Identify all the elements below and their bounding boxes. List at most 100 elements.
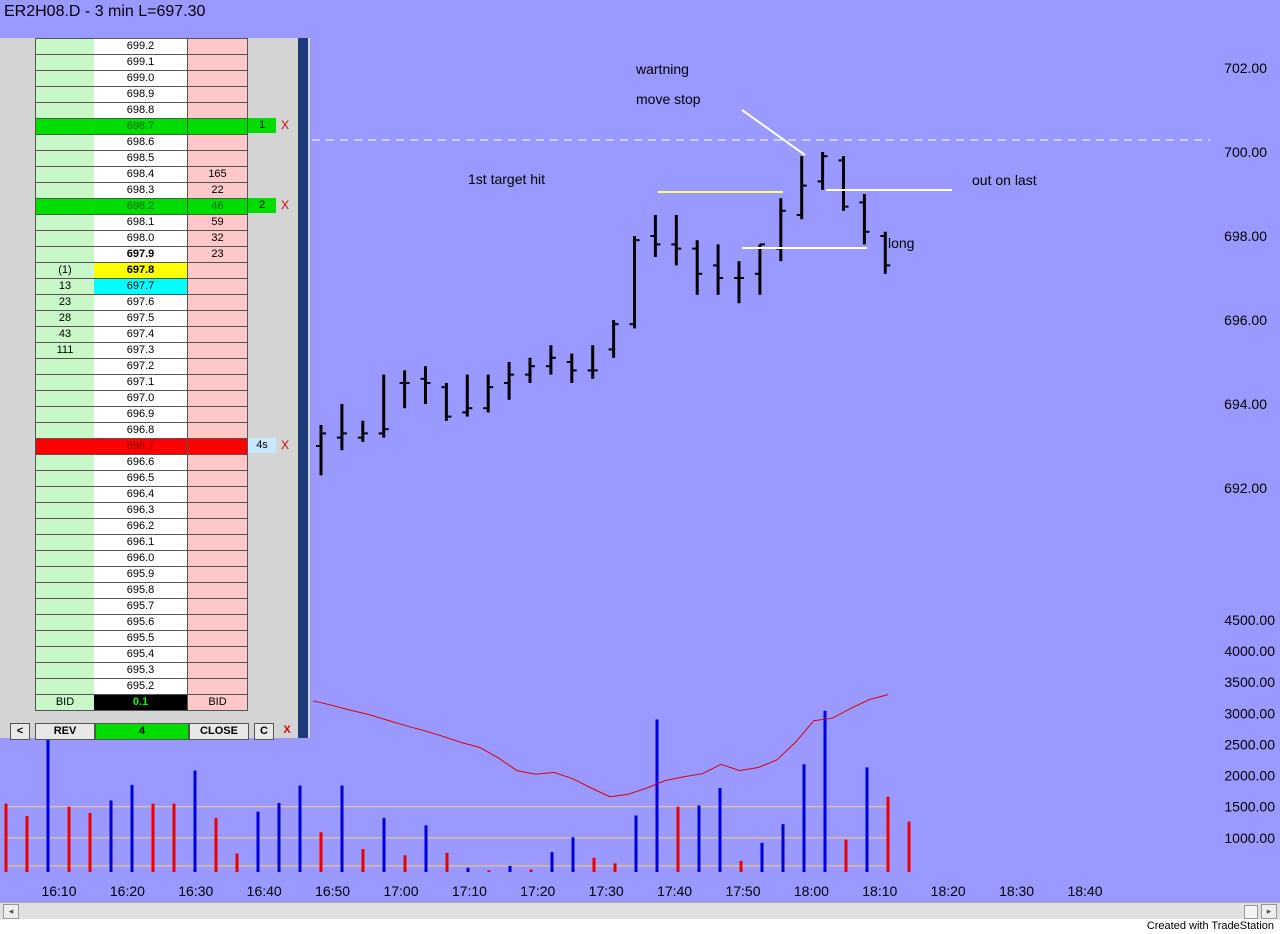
ask-size-cell[interactable] (188, 390, 248, 407)
price-cell[interactable]: 698.3 (94, 182, 188, 199)
bid-size-cell[interactable] (35, 502, 95, 519)
price-cell[interactable]: 695.9 (94, 566, 188, 583)
ask-size-cell[interactable] (188, 582, 248, 599)
price-cell[interactable]: 696.6 (94, 454, 188, 471)
price-cell[interactable]: 696.7 (94, 438, 188, 455)
ask-size-cell[interactable] (188, 86, 248, 103)
reverse-button[interactable]: REV (35, 723, 95, 740)
ask-size-cell[interactable] (188, 486, 248, 503)
ask-size-cell[interactable]: 32 (188, 230, 248, 247)
price-cell[interactable]: 698.0 (94, 230, 188, 247)
ask-size-cell[interactable] (188, 134, 248, 151)
scroll-left-icon[interactable]: ◂ (3, 904, 19, 919)
ask-size-cell[interactable] (188, 262, 248, 279)
ask-size-cell[interactable] (188, 534, 248, 551)
ask-size-cell[interactable] (188, 54, 248, 71)
ask-size-cell[interactable] (188, 422, 248, 439)
price-cell[interactable]: 696.9 (94, 406, 188, 423)
bid-size-cell[interactable] (35, 470, 95, 487)
bid-size-cell[interactable] (35, 70, 95, 87)
scroll-thumb[interactable] (1244, 905, 1258, 919)
bid-size-cell[interactable]: (1) (35, 262, 95, 279)
bid-size-cell[interactable] (35, 646, 95, 663)
price-cell[interactable]: 696.8 (94, 422, 188, 439)
ask-size-cell[interactable] (188, 38, 248, 55)
price-cell[interactable]: 695.5 (94, 630, 188, 647)
ask-size-cell[interactable]: 46 (188, 198, 248, 215)
price-cell[interactable]: 699.2 (94, 38, 188, 55)
price-cell[interactable]: 696.5 (94, 470, 188, 487)
ask-size-cell[interactable] (188, 310, 248, 327)
price-cell[interactable]: 698.1 (94, 214, 188, 231)
price-cell[interactable]: 697.7 (94, 278, 188, 295)
bid-size-cell[interactable] (35, 390, 95, 407)
ask-size-cell[interactable] (188, 598, 248, 615)
ask-size-cell[interactable] (188, 678, 248, 695)
bid-size-cell[interactable] (35, 38, 95, 55)
bid-size-cell[interactable]: 23 (35, 294, 95, 311)
price-cell[interactable]: 698.2 (94, 198, 188, 215)
ask-size-cell[interactable] (188, 406, 248, 423)
price-cell[interactable]: 695.6 (94, 614, 188, 631)
cancel-order-icon[interactable]: X (281, 198, 290, 212)
price-cell[interactable]: 695.8 (94, 582, 188, 599)
bid-size-cell[interactable] (35, 150, 95, 167)
bid-size-cell[interactable] (35, 246, 95, 263)
bid-size-cell[interactable] (35, 54, 95, 71)
price-cell[interactable]: 698.9 (94, 86, 188, 103)
ask-size-cell[interactable] (188, 102, 248, 119)
tick-size-display[interactable]: 0.1 (94, 694, 188, 711)
price-cell[interactable]: 698.4 (94, 166, 188, 183)
price-cell[interactable]: 695.4 (94, 646, 188, 663)
limit-order-tag[interactable]: 1 (248, 118, 276, 133)
ask-size-cell[interactable] (188, 294, 248, 311)
price-cell[interactable]: 696.2 (94, 518, 188, 535)
bid-size-cell[interactable]: 28 (35, 310, 95, 327)
price-cell[interactable]: 695.2 (94, 678, 188, 695)
price-cell[interactable]: 696.1 (94, 534, 188, 551)
scroll-right-icon[interactable]: ▸ (1261, 904, 1277, 919)
collapse-button[interactable]: < (10, 723, 30, 740)
bid-size-cell[interactable]: 13 (35, 278, 95, 295)
ask-size-cell[interactable] (188, 342, 248, 359)
price-cell[interactable]: 697.9 (94, 246, 188, 263)
bid-size-cell[interactable] (35, 438, 95, 455)
bid-size-cell[interactable] (35, 630, 95, 647)
bid-size-cell[interactable] (35, 454, 95, 471)
ask-size-cell[interactable] (188, 454, 248, 471)
bid-size-cell[interactable] (35, 598, 95, 615)
bid-size-cell[interactable] (35, 166, 95, 183)
bid-size-cell[interactable] (35, 582, 95, 599)
bid-size-cell[interactable] (35, 422, 95, 439)
close-x-icon[interactable]: X (283, 724, 291, 736)
ask-footer[interactable]: BID (188, 694, 248, 711)
price-cell[interactable]: 697.5 (94, 310, 188, 327)
close-position-button[interactable]: CLOSE (189, 723, 249, 740)
ask-size-cell[interactable] (188, 118, 248, 135)
price-cell[interactable]: 697.6 (94, 294, 188, 311)
limit-order-tag[interactable]: 2 (248, 198, 276, 213)
bid-size-cell[interactable] (35, 550, 95, 567)
ask-size-cell[interactable] (188, 326, 248, 343)
ask-size-cell[interactable] (188, 470, 248, 487)
ask-size-cell[interactable] (188, 70, 248, 87)
ask-size-cell[interactable]: 59 (188, 214, 248, 231)
price-cell[interactable]: 696.4 (94, 486, 188, 503)
price-cell[interactable]: 697.2 (94, 358, 188, 375)
ask-size-cell[interactable] (188, 614, 248, 631)
price-cell[interactable]: 698.6 (94, 134, 188, 151)
bid-size-cell[interactable] (35, 518, 95, 535)
bid-size-cell[interactable] (35, 86, 95, 103)
bid-size-cell[interactable] (35, 662, 95, 679)
price-cell[interactable]: 698.7 (94, 118, 188, 135)
bid-size-cell[interactable] (35, 486, 95, 503)
ask-size-cell[interactable] (188, 518, 248, 535)
bid-size-cell[interactable] (35, 230, 95, 247)
horizontal-scrollbar[interactable]: ◂ ▸ (0, 902, 1280, 919)
ask-size-cell[interactable] (188, 374, 248, 391)
bid-size-cell[interactable] (35, 534, 95, 551)
price-cell[interactable]: 696.0 (94, 550, 188, 567)
bid-size-cell[interactable]: 111 (35, 342, 95, 359)
ask-size-cell[interactable]: 23 (188, 246, 248, 263)
ask-size-cell[interactable] (188, 630, 248, 647)
